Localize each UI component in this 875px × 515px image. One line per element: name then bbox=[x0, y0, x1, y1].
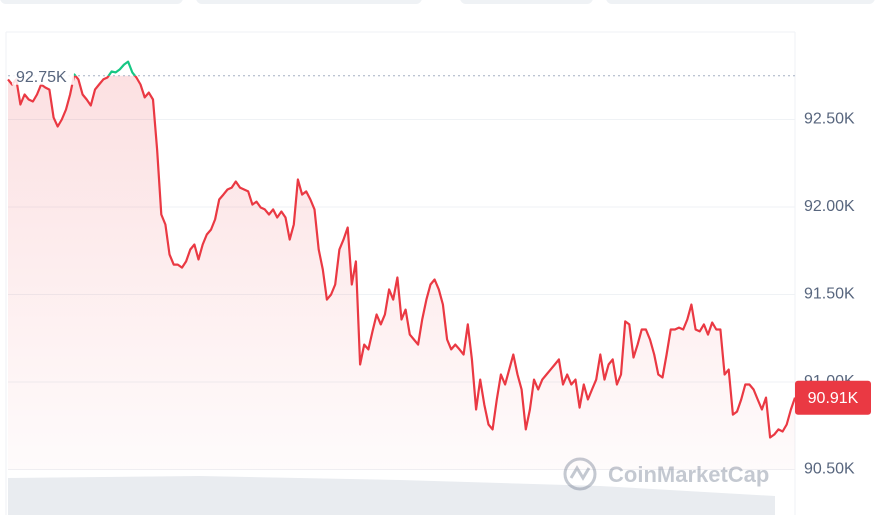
tab[interactable] bbox=[196, 0, 422, 4]
reference-label: 92.75K bbox=[16, 69, 67, 86]
tab[interactable] bbox=[460, 0, 593, 4]
area bbox=[8, 75, 795, 470]
watermark-logo bbox=[563, 457, 597, 491]
current-price-label: 90.91K bbox=[808, 390, 859, 407]
y-tick-label: 90.50K bbox=[804, 461, 855, 478]
current-price-box bbox=[795, 380, 871, 415]
plot: 90.50K91.00K91.50K92.00K92.50K92.75K90.9… bbox=[7, 60, 871, 478]
tab[interactable] bbox=[0, 0, 183, 4]
price-line bbox=[7, 75, 797, 439]
y-tick-label: 91.50K bbox=[804, 286, 855, 303]
y-tick-label: 92.50K bbox=[804, 111, 855, 128]
y-tick-label: 92.00K bbox=[804, 198, 855, 215]
watermark: CoinMarketCap bbox=[608, 462, 769, 487]
tab[interactable] bbox=[606, 0, 875, 4]
reference-label-bg bbox=[12, 66, 74, 85]
volume bbox=[8, 476, 775, 515]
